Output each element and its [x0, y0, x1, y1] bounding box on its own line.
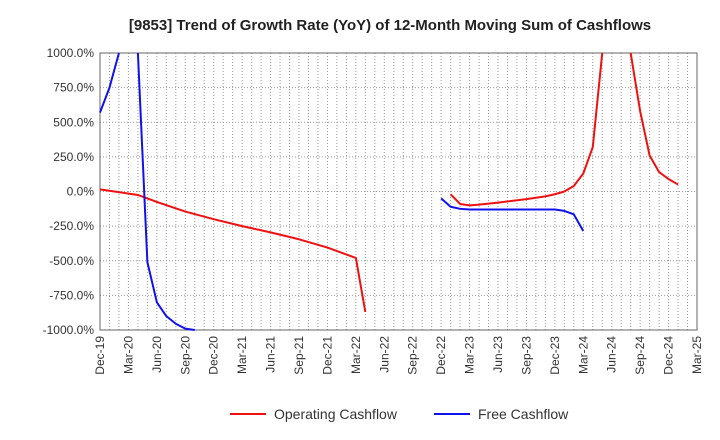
y-tick-label: 250.0% — [53, 150, 94, 164]
y-tick-label: -1000.0% — [43, 323, 95, 337]
y-tick-label: -500.0% — [49, 254, 94, 268]
x-tick-label: Jun-23 — [491, 336, 505, 373]
series-line-free-cashflow — [136, 52, 195, 331]
legend: Operating Cashflow Free Cashflow — [230, 406, 569, 422]
x-tick-label: Jun-20 — [150, 336, 164, 373]
x-tick-label: Jun-21 — [264, 336, 278, 373]
x-tick-label: Jun-22 — [377, 336, 391, 373]
x-tick-label: Sep-21 — [292, 336, 306, 375]
legend-label-operating-cashflow: Operating Cashflow — [274, 406, 398, 422]
y-tick-label: -250.0% — [49, 219, 94, 233]
series-line-operating-cashflow — [629, 52, 679, 186]
plot-area — [99, 52, 698, 331]
horizontal-gridlines — [100, 87, 697, 296]
x-tick-label: Jun-24 — [605, 336, 619, 373]
x-tick-label: Dec-19 — [93, 336, 107, 375]
x-tick-label: Mar-25 — [690, 336, 704, 374]
x-tick-label: Dec-24 — [662, 336, 676, 375]
y-tick-label: 500.0% — [53, 115, 94, 129]
x-tick-label: Mar-23 — [463, 336, 477, 374]
x-tick-label: Mar-21 — [235, 336, 249, 374]
x-tick-label: Dec-22 — [434, 336, 448, 375]
y-axis-ticks: 1000.0% 750.0% 500.0% 250.0% 0.0% -250.0% -500… — [43, 46, 95, 337]
x-tick-label: Sep-22 — [406, 336, 420, 375]
x-tick-label: Sep-23 — [519, 336, 533, 375]
y-tick-label: 0.0% — [67, 185, 95, 199]
series-line-free-cashflow — [99, 52, 120, 113]
series-line-operating-cashflow — [449, 52, 604, 207]
x-tick-label: Mar-24 — [576, 336, 590, 374]
x-tick-label: Mar-20 — [121, 336, 135, 374]
y-tick-label: 1000.0% — [47, 46, 95, 60]
series-layer — [99, 52, 679, 331]
legend-label-free-cashflow: Free Cashflow — [478, 406, 569, 422]
y-tick-label: -750.0% — [49, 288, 94, 302]
series-line-operating-cashflow — [99, 188, 367, 313]
x-tick-label: Dec-23 — [548, 336, 562, 375]
series-line-free-cashflow — [440, 197, 585, 232]
x-tick-label: Sep-24 — [633, 336, 647, 375]
x-axis-ticks: Dec-19 Mar-20 Jun-20 Sep-20 Dec-20 Mar-21 Jun-… — [93, 336, 704, 375]
y-tick-label: 750.0% — [53, 81, 94, 95]
chart-title: [9853] Trend of Growth Rate (YoY) of 12-… — [129, 17, 651, 34]
x-tick-label: Dec-20 — [207, 336, 221, 375]
x-tick-label: Sep-20 — [178, 336, 192, 375]
x-tick-label: Dec-21 — [320, 336, 334, 375]
x-tick-label: Mar-22 — [349, 336, 363, 374]
